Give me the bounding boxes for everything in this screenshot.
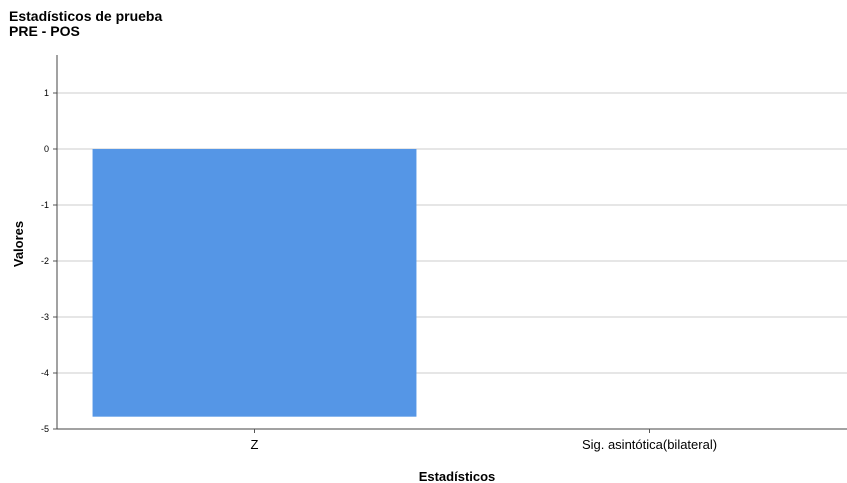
- bar-0: [92, 149, 417, 417]
- y-tick-label: 1: [44, 88, 49, 98]
- chart-title-block: Estadísticos de prueba PRE - POS: [9, 9, 162, 39]
- x-tick-label: Sig. asintótica(bilateral): [582, 437, 717, 452]
- x-axis-label: Estadísticos: [419, 469, 496, 483]
- axes: [56, 55, 847, 430]
- y-tick-label: -4: [41, 368, 49, 378]
- y-tick-label: -5: [41, 424, 49, 434]
- y-tick-label: -1: [41, 200, 49, 210]
- chart-title: Estadísticos de prueba: [9, 8, 163, 24]
- y-tick-label: -2: [41, 256, 49, 266]
- y-tick-label: 0: [44, 144, 49, 154]
- chart-subtitle: PRE - POS: [9, 23, 80, 39]
- bars: [92, 149, 417, 417]
- y-tick-labels: 1 0 -1 -2 -3 -4 -5: [41, 88, 49, 434]
- y-tick-label: -3: [41, 312, 49, 322]
- y-axis-label: Valores: [11, 221, 26, 267]
- x-tick-labels: Z Sig. asintótica(bilateral): [251, 429, 717, 452]
- x-tick-label: Z: [251, 437, 259, 452]
